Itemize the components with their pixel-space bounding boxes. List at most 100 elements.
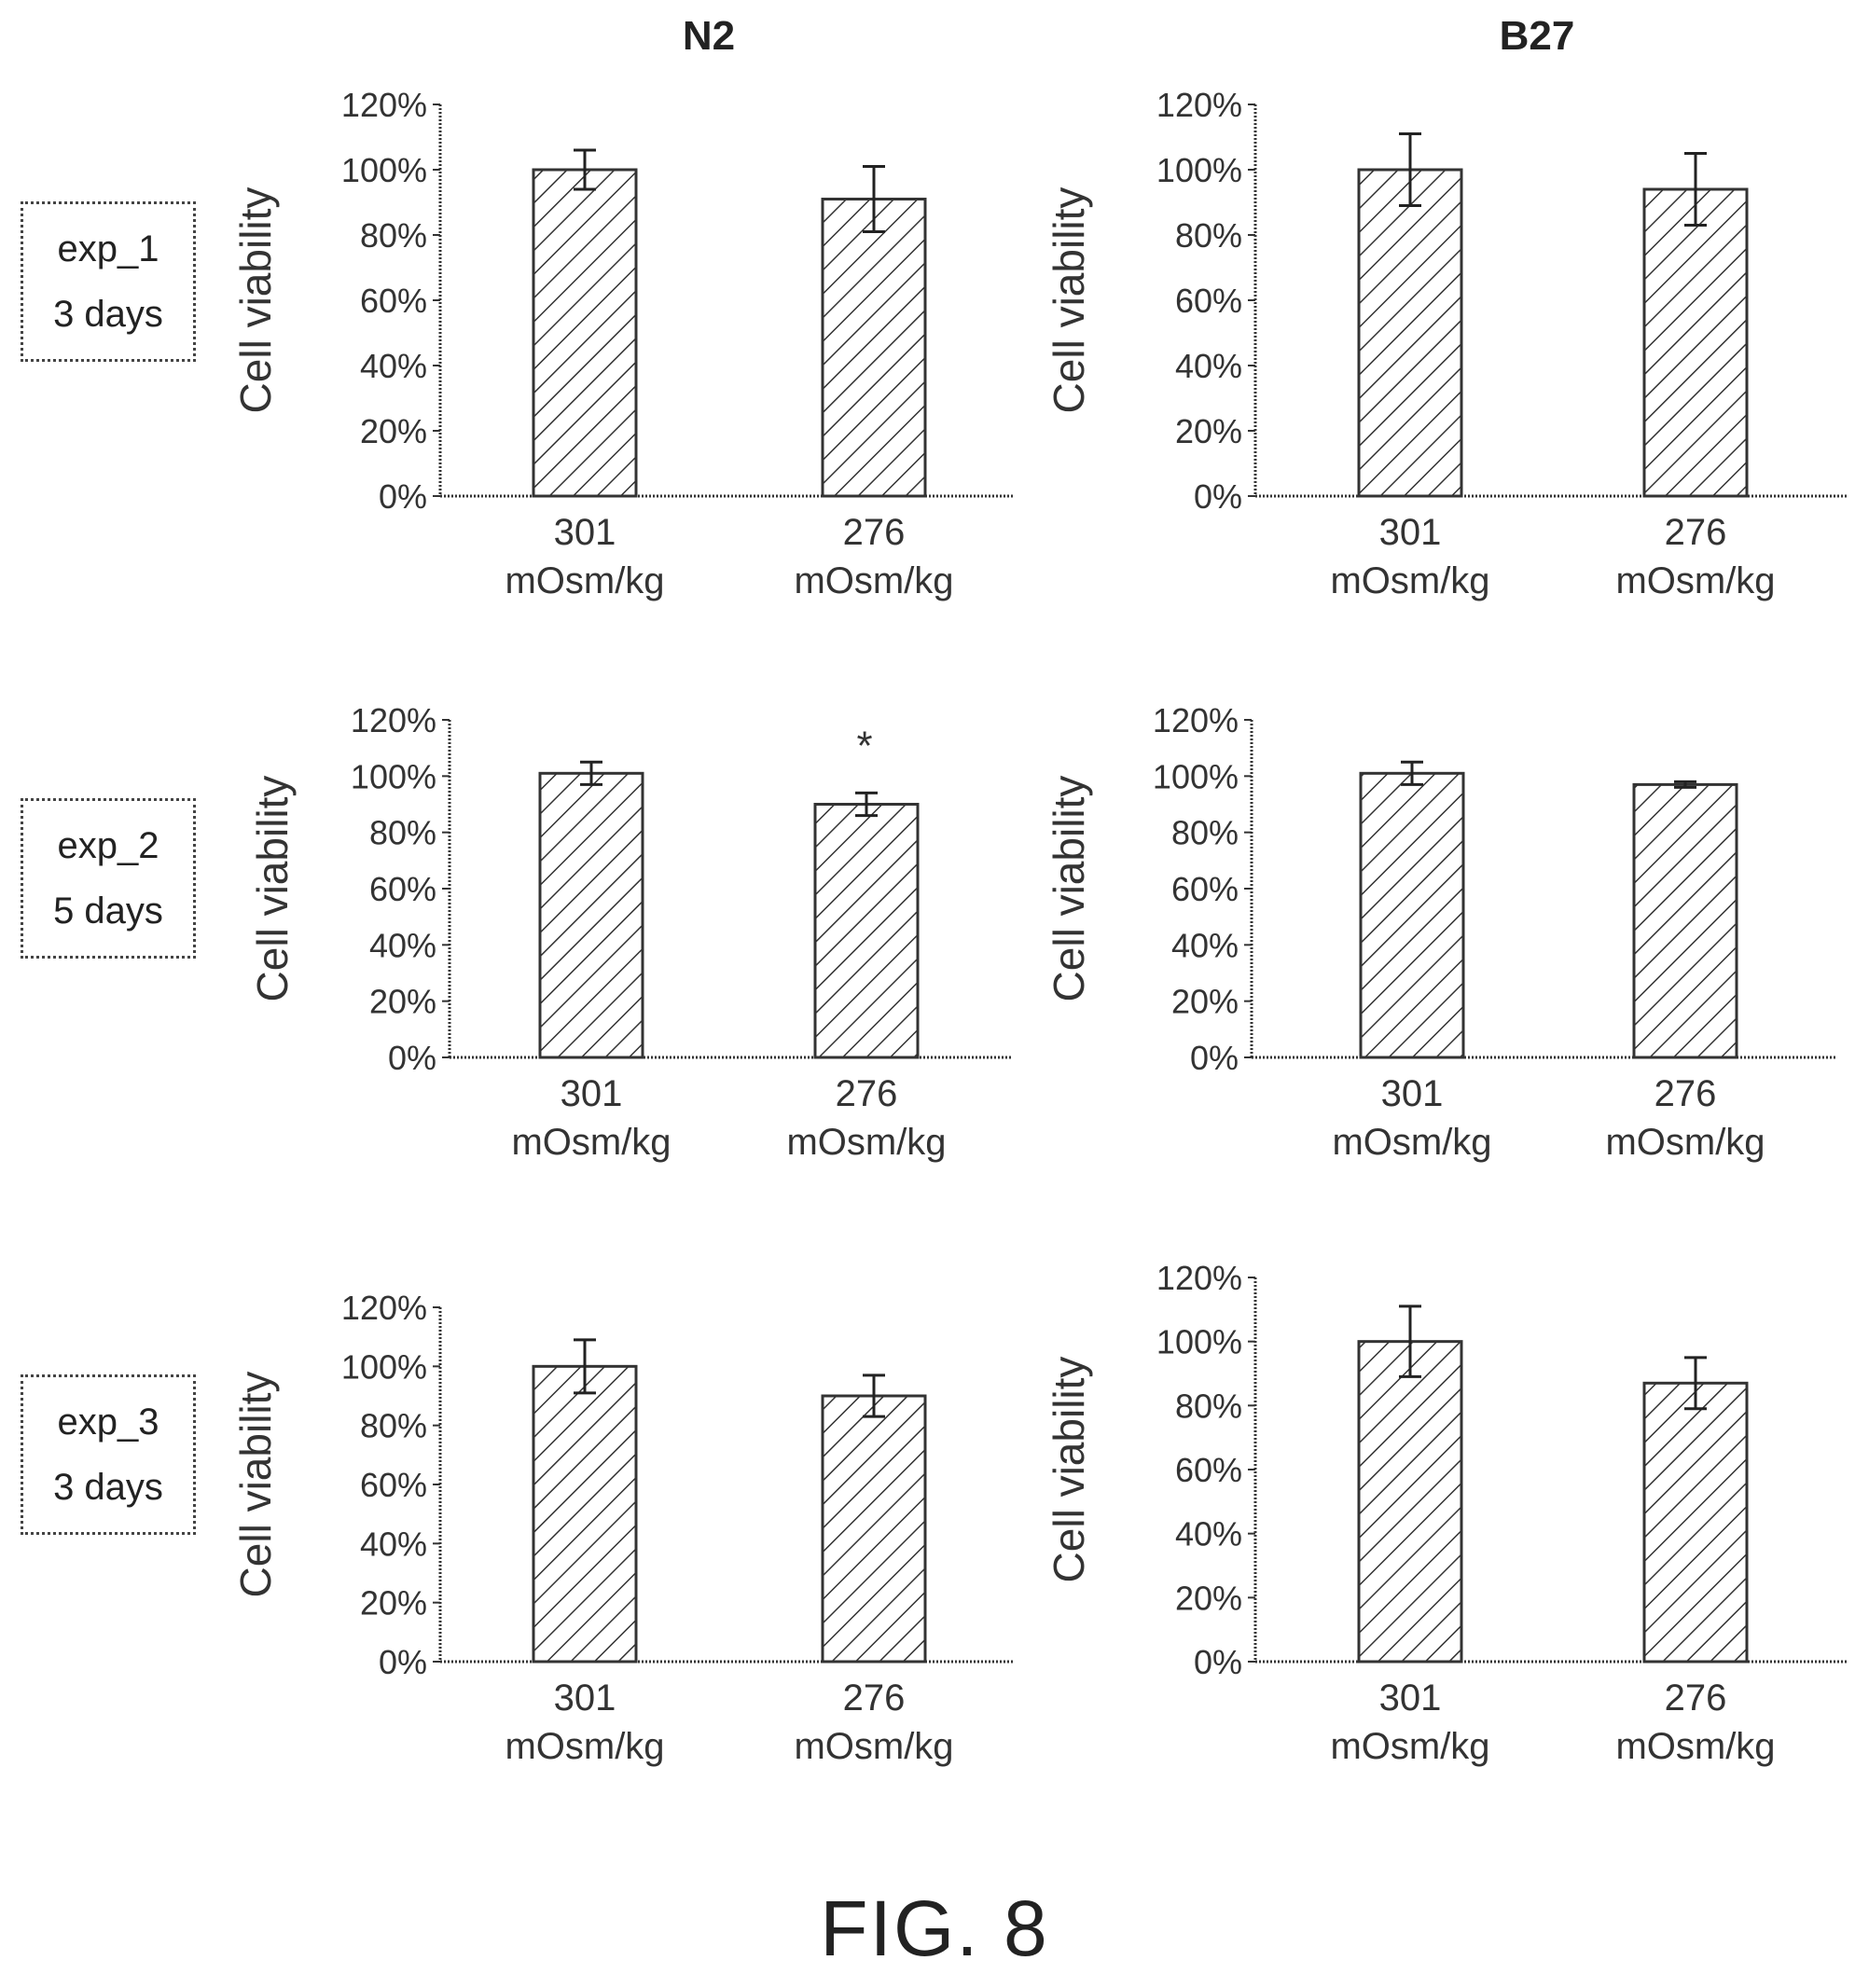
row-label-exp-2: exp_2 5 days — [21, 798, 196, 959]
bar — [532, 168, 638, 498]
x-tick-label: 301 — [1379, 1677, 1442, 1719]
x-tick-label: 301 — [561, 1073, 623, 1114]
x-tick-label: 276 — [836, 1073, 898, 1114]
row-label-exp-1: exp_1 3 days — [21, 201, 196, 362]
y-tick-label: 120% — [341, 86, 427, 124]
y-tick-label: 20% — [1175, 412, 1242, 450]
bar — [1357, 168, 1463, 498]
figure-caption: FIG. 8 — [820, 1884, 1049, 1972]
y-axis-label: Cell viability — [231, 1372, 280, 1598]
y-tick-label: 0% — [1194, 477, 1242, 516]
y-tick-label: 120% — [1156, 1259, 1242, 1297]
x-tick-label-unit: mOsm/kg — [1615, 560, 1775, 601]
x-tick-label-unit: mOsm/kg — [1330, 1726, 1489, 1767]
y-tick-label: 60% — [1171, 870, 1239, 908]
row-label-line1: exp_3 — [57, 1401, 159, 1443]
y-axis-label: Cell viability — [1045, 1357, 1093, 1583]
y-tick-label: 100% — [1156, 151, 1242, 189]
y-tick-label: 40% — [360, 1525, 427, 1563]
y-tick-label: 0% — [388, 1039, 436, 1077]
x-tick-label-unit: mOsm/kg — [505, 560, 664, 601]
bar-chart-panel: 0% 20% 40% 60% 80% 100% 120% Cell viability 301 m… — [231, 1289, 1013, 1767]
bar-chart-panel: 0% 20% 40% 60% 80% 100% 120% Cell viability 301 m… — [1045, 701, 1837, 1163]
row-label-line2: 3 days — [53, 1467, 163, 1508]
y-tick-label: 80% — [1175, 1387, 1242, 1425]
y-tick-label: 40% — [369, 926, 436, 964]
y-tick-label: 100% — [1153, 757, 1239, 795]
x-tick-label-unit: mOsm/kg — [794, 560, 953, 601]
bar — [813, 803, 920, 1059]
y-tick-label: 100% — [351, 757, 436, 795]
x-tick-label-unit: mOsm/kg — [1330, 560, 1489, 601]
x-tick-label: 276 — [1665, 512, 1727, 553]
x-tick-label: 301 — [1379, 512, 1442, 553]
y-tick-label: 100% — [1156, 1323, 1242, 1361]
row-label-line2: 3 days — [53, 294, 163, 335]
y-tick-label: 0% — [1194, 1643, 1242, 1681]
bar — [538, 771, 644, 1059]
column-title-b27: B27 — [1499, 13, 1575, 59]
y-tick-label: 40% — [1175, 1515, 1242, 1553]
y-tick-label: 120% — [1153, 701, 1239, 739]
bar — [1642, 1381, 1749, 1664]
x-tick-label-unit: mOsm/kg — [786, 1122, 946, 1163]
bar — [1632, 782, 1738, 1059]
x-tick-label: 301 — [554, 512, 616, 553]
y-tick-label: 0% — [379, 477, 427, 516]
row-label-line1: exp_2 — [57, 825, 159, 866]
significance-marker: * — [856, 723, 872, 768]
x-tick-label-unit: mOsm/kg — [794, 1726, 953, 1767]
x-tick-label: 276 — [1665, 1677, 1727, 1719]
bar — [1642, 187, 1749, 498]
y-tick-label: 20% — [369, 983, 436, 1021]
x-tick-label-unit: mOsm/kg — [1615, 1726, 1775, 1767]
y-tick-label: 40% — [360, 347, 427, 385]
y-tick-label: 100% — [341, 1347, 427, 1386]
bar — [821, 198, 927, 498]
x-tick-label: 276 — [843, 1677, 906, 1719]
y-tick-label: 40% — [1171, 926, 1239, 964]
y-tick-label: 20% — [360, 1584, 427, 1622]
y-tick-label: 80% — [1175, 216, 1242, 255]
x-tick-label-unit: mOsm/kg — [511, 1122, 671, 1163]
y-tick-label: 20% — [1175, 1579, 1242, 1617]
y-tick-label: 40% — [1175, 347, 1242, 385]
y-tick-label: 60% — [1175, 1451, 1242, 1489]
y-tick-label: 60% — [1175, 282, 1242, 320]
bar — [821, 1394, 927, 1664]
x-tick-label-unit: mOsm/kg — [1605, 1122, 1765, 1163]
y-tick-label: 60% — [360, 282, 427, 320]
y-tick-label: 20% — [1171, 983, 1239, 1021]
x-tick-label: 301 — [554, 1677, 616, 1719]
bar-chart-panel: 0% 20% 40% 60% 80% 100% 120% Cell viability 301 m… — [248, 701, 1013, 1163]
y-tick-label: 100% — [341, 151, 427, 189]
y-tick-label: 120% — [1156, 86, 1242, 124]
y-tick-label: 80% — [1171, 814, 1239, 852]
column-title-n2: N2 — [682, 13, 736, 59]
bar-chart-panel: 0% 20% 40% 60% 80% 100% 120% Cell viability 301 m… — [1045, 1259, 1847, 1767]
y-tick-label: 80% — [369, 814, 436, 852]
row-label-line1: exp_1 — [57, 228, 159, 269]
bar-chart-panel: 0% 20% 40% 60% 80% 100% 120% Cell viability 301 m… — [231, 86, 1013, 601]
x-tick-label-unit: mOsm/kg — [505, 1726, 664, 1767]
y-tick-label: 120% — [351, 701, 436, 739]
x-tick-label: 276 — [1654, 1073, 1717, 1114]
y-tick-label: 80% — [360, 216, 427, 255]
bar — [1359, 771, 1465, 1059]
y-tick-label: 120% — [341, 1289, 427, 1327]
y-tick-label: 0% — [379, 1643, 427, 1681]
y-axis-label: Cell viability — [248, 776, 297, 1002]
x-tick-label-unit: mOsm/kg — [1332, 1122, 1491, 1163]
y-tick-label: 60% — [369, 870, 436, 908]
x-tick-label: 276 — [843, 512, 906, 553]
x-tick-label: 301 — [1381, 1073, 1444, 1114]
row-label-line2: 5 days — [53, 890, 163, 932]
y-tick-label: 60% — [360, 1466, 427, 1504]
row-label-exp-3: exp_3 3 days — [21, 1374, 196, 1535]
y-tick-label: 20% — [360, 412, 427, 450]
y-axis-label: Cell viability — [231, 187, 280, 414]
y-tick-label: 80% — [360, 1407, 427, 1445]
bar-chart-panel: 0% 20% 40% 60% 80% 100% 120% Cell viability 301 m… — [1045, 86, 1847, 601]
bar — [532, 1364, 638, 1664]
